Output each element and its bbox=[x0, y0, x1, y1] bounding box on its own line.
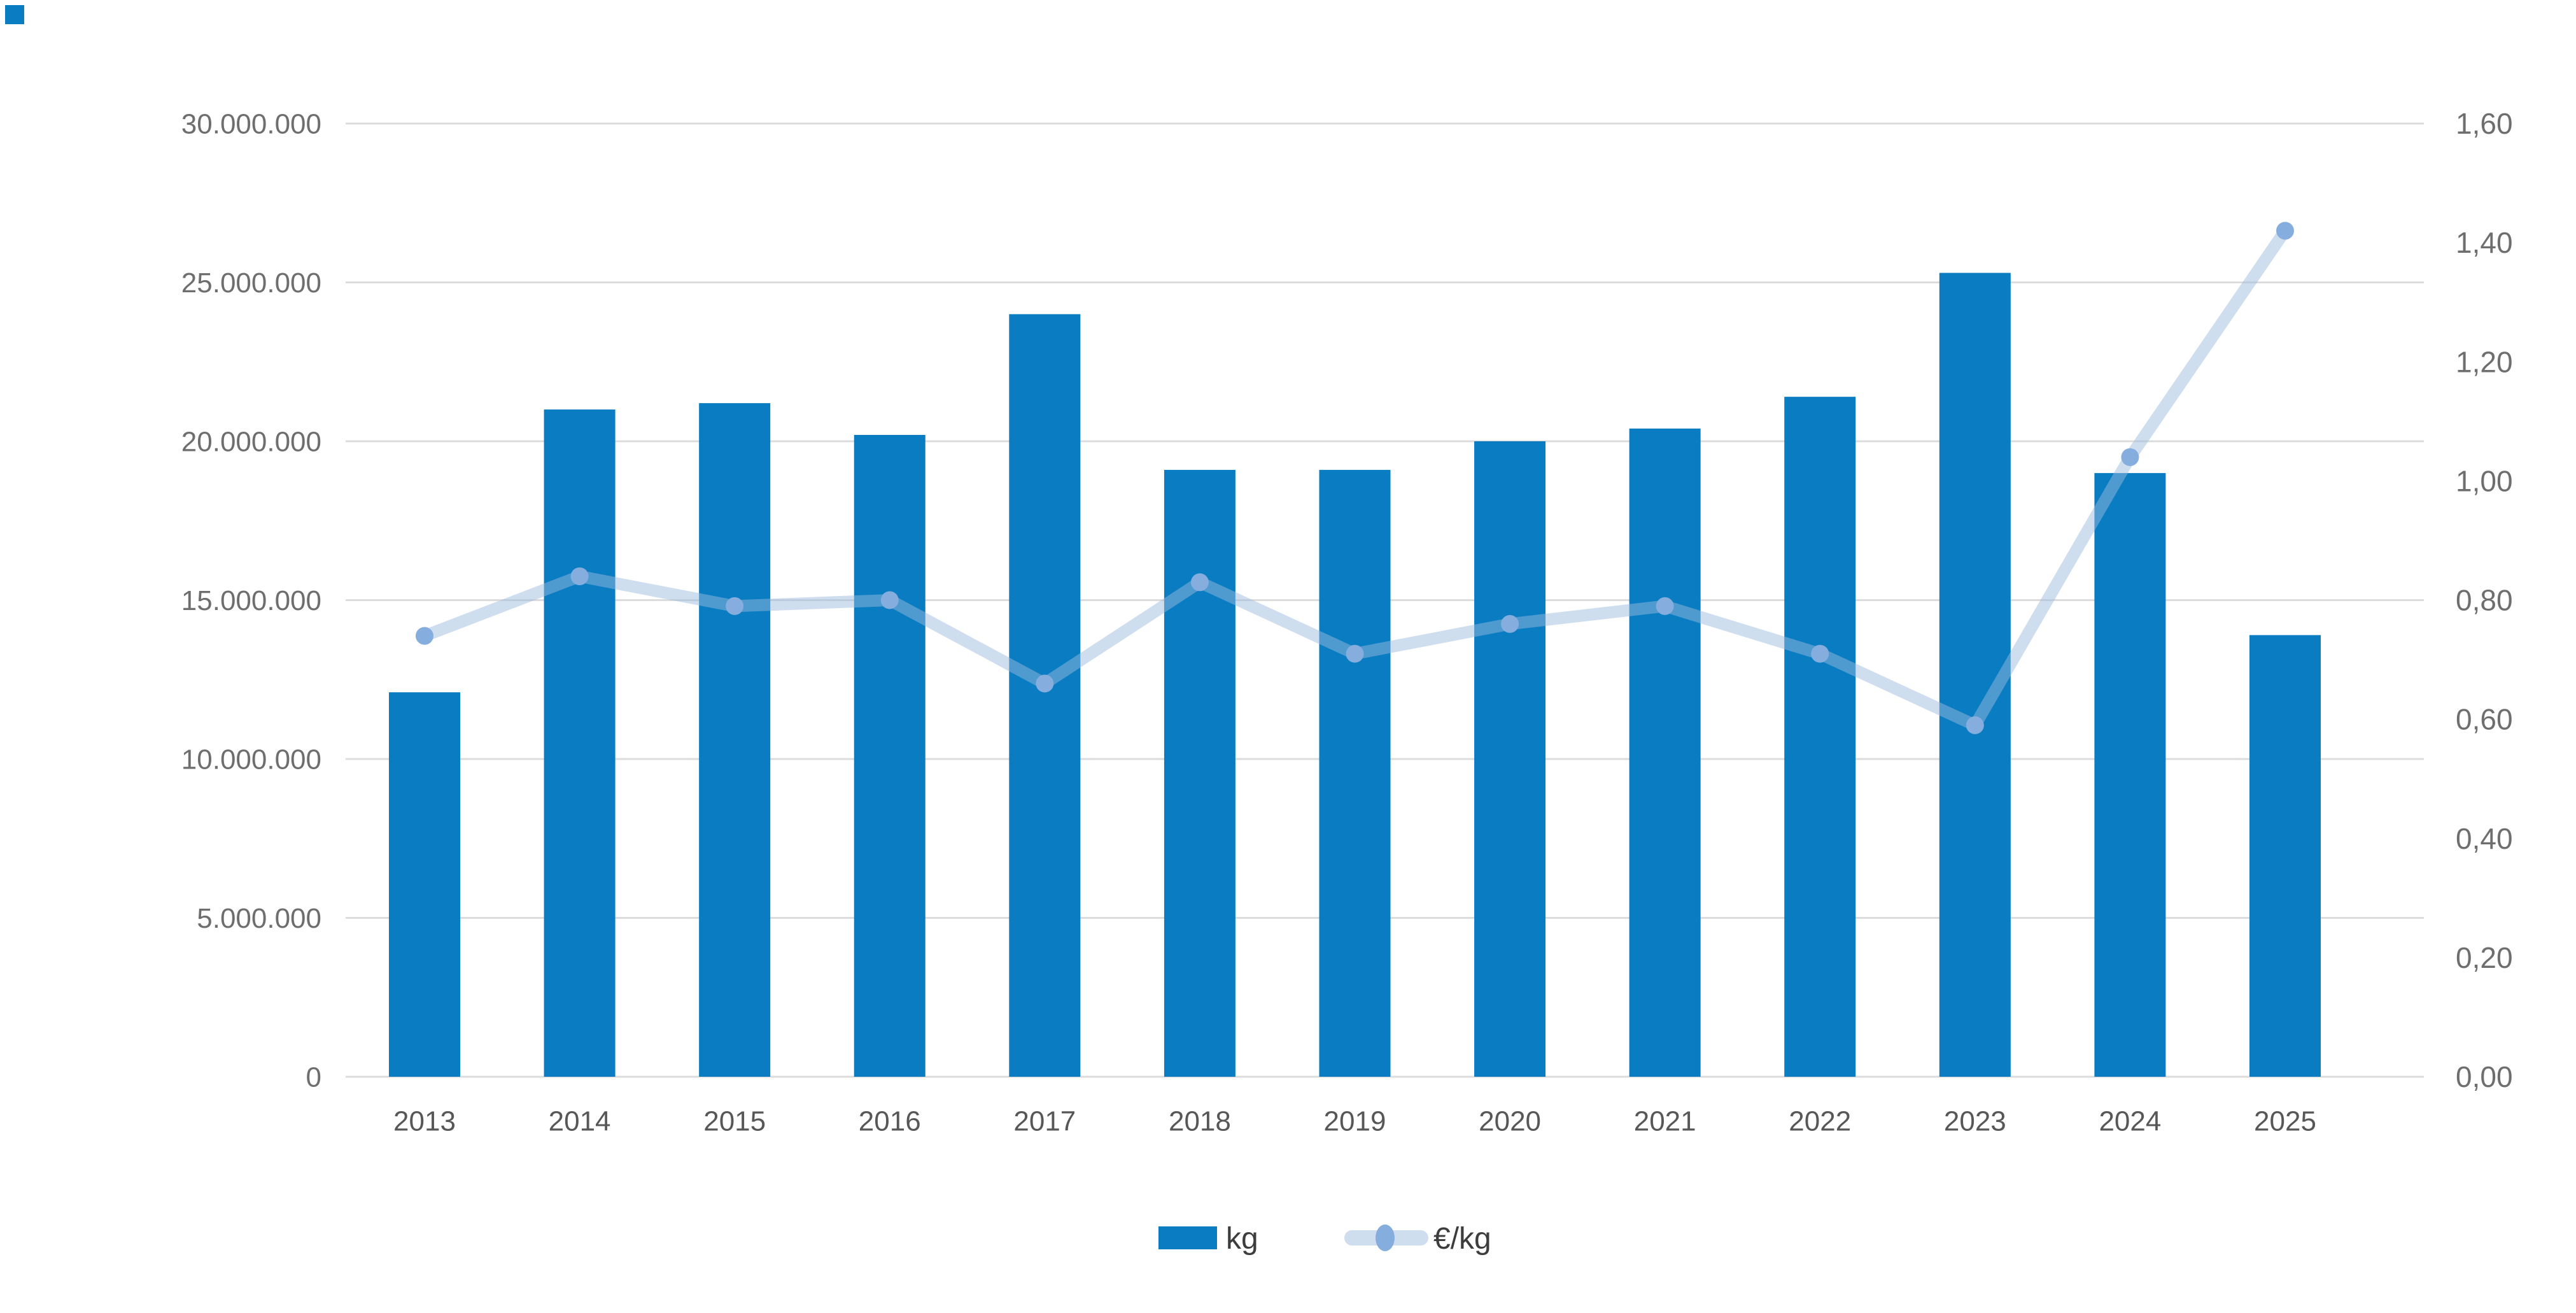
bar-2019 bbox=[1319, 469, 1391, 1077]
y-axis-left-tick-label: 15.000.000 bbox=[181, 585, 321, 616]
price-line-dot-2017 bbox=[1036, 674, 1054, 693]
legend-kg-swatch bbox=[1158, 1226, 1217, 1249]
y-axis-left-tick-label: 10.000.000 bbox=[181, 744, 321, 775]
price-line-dot-2019 bbox=[1346, 644, 1364, 663]
x-axis-label-2019: 2019 bbox=[1324, 1105, 1386, 1137]
y-axis-right-tick-label: 0,00 bbox=[2456, 1060, 2513, 1093]
bar-2016 bbox=[854, 435, 926, 1077]
x-axis-label-2016: 2016 bbox=[859, 1105, 921, 1137]
x-axis-label-2017: 2017 bbox=[1013, 1105, 1076, 1137]
price-line-dot-2024 bbox=[2121, 448, 2139, 466]
bar-2015 bbox=[699, 403, 771, 1077]
price-line-dot-2020 bbox=[1501, 614, 1519, 633]
y-axis-right-tick-label: 0,80 bbox=[2456, 584, 2513, 617]
legend-price-label: €/kg bbox=[1433, 1222, 1491, 1256]
price-line-dot-2013 bbox=[416, 627, 433, 645]
y-axis-left-tick-label: 20.000.000 bbox=[181, 426, 321, 457]
y-axis-right-tick-label: 0,60 bbox=[2456, 703, 2513, 736]
bar-2013 bbox=[389, 692, 460, 1077]
bar-2018 bbox=[1164, 469, 1235, 1077]
bar-2021 bbox=[1629, 429, 1701, 1077]
bar-2024 bbox=[2094, 472, 2166, 1077]
x-axis-label-2021: 2021 bbox=[1634, 1105, 1696, 1137]
bar-2022 bbox=[1784, 397, 1856, 1077]
x-axis-label-2022: 2022 bbox=[1789, 1105, 1851, 1137]
y-axis-right-tick-label: 1,40 bbox=[2456, 226, 2513, 259]
price-line-dot-2018 bbox=[1190, 573, 1209, 592]
x-axis-label-2014: 2014 bbox=[549, 1105, 611, 1137]
y-axis-left-tick-label: 30.000.000 bbox=[181, 108, 321, 139]
y-axis-right-tick-label: 1,60 bbox=[2456, 107, 2513, 140]
x-axis-label-2015: 2015 bbox=[703, 1105, 766, 1137]
x-axis-label-2025: 2025 bbox=[2254, 1105, 2316, 1137]
legend-price-dot bbox=[1376, 1224, 1395, 1251]
bar-2017 bbox=[1009, 314, 1081, 1077]
bar-2025 bbox=[2249, 635, 2321, 1077]
x-axis-label-2023: 2023 bbox=[1944, 1105, 2006, 1137]
y-axis-left-tick-label: 25.000.000 bbox=[181, 267, 321, 299]
y-axis-right-tick-label: 1,00 bbox=[2456, 464, 2513, 497]
corner-mark bbox=[5, 5, 24, 24]
y-axis-left-tick-label: 5.000.000 bbox=[197, 903, 321, 934]
bar-2014 bbox=[544, 409, 616, 1077]
x-axis-label-2018: 2018 bbox=[1169, 1105, 1231, 1137]
bar-2020 bbox=[1474, 441, 1546, 1077]
legend-kg-label: kg bbox=[1226, 1222, 1258, 1256]
y-axis-right-tick-label: 0,20 bbox=[2456, 941, 2513, 974]
bar-2023 bbox=[1939, 273, 2011, 1077]
y-axis-right-tick-label: 0,40 bbox=[2456, 822, 2513, 855]
y-axis-right-tick-label: 1,20 bbox=[2456, 345, 2513, 378]
x-axis-label-2024: 2024 bbox=[2099, 1105, 2161, 1137]
price-line-dot-2021 bbox=[1656, 597, 1674, 615]
x-axis-label-2013: 2013 bbox=[393, 1105, 456, 1137]
price-line-dot-2016 bbox=[880, 591, 899, 609]
price-line-dot-2023 bbox=[1966, 716, 1984, 734]
price-line-dot-2014 bbox=[570, 567, 589, 586]
y-axis-left-tick-label: 0 bbox=[306, 1061, 321, 1093]
price-line-dot-2015 bbox=[726, 597, 744, 615]
price-line-dot-2022 bbox=[1811, 644, 1829, 663]
x-axis-label-2020: 2020 bbox=[1479, 1105, 1541, 1137]
price-line-dot-2025 bbox=[2276, 222, 2294, 240]
